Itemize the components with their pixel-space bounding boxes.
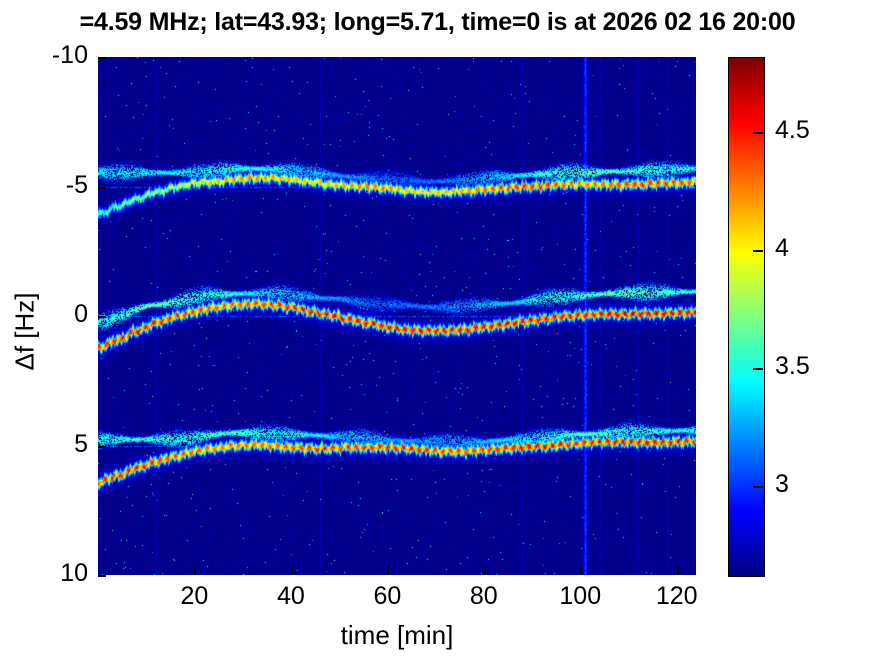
colorbar-tick-mark xyxy=(753,250,763,253)
x-tick-mark xyxy=(580,567,583,575)
colorbar-tick-label: 3.5 xyxy=(775,351,810,380)
colorbar[interactable] xyxy=(728,57,765,577)
x-tick-mark xyxy=(290,567,293,575)
colorbar-tick-label: 4.5 xyxy=(775,116,810,145)
y-tick-mark xyxy=(98,57,106,59)
colorbar-gradient xyxy=(729,58,764,576)
spectrogram-plot-area[interactable] xyxy=(98,57,696,575)
x-tick-label: 40 xyxy=(276,582,305,610)
y-tick-label: 0 xyxy=(74,300,88,328)
x-tick-label: 20 xyxy=(180,582,209,610)
x-tick-mark xyxy=(483,567,486,575)
y-tick-label: 10 xyxy=(60,559,88,587)
x-tick-mark xyxy=(676,567,679,575)
colorbar-tick-label: 3 xyxy=(775,469,789,498)
x-tick-label: 60 xyxy=(373,582,402,610)
colorbar-tick-mark xyxy=(753,485,763,488)
plot-title: =4.59 MHz; lat=43.93; long=5.71, time=0 … xyxy=(79,8,796,36)
x-tick-label: 100 xyxy=(559,582,602,610)
colorbar-tick-label: 4 xyxy=(775,234,789,263)
y-axis-label: Δf [Hz] xyxy=(9,292,40,371)
y-tick-label: -10 xyxy=(51,41,88,69)
y-tick-label: -5 xyxy=(65,170,88,199)
x-tick-mark xyxy=(387,567,390,575)
colorbar-tick-mark xyxy=(753,367,763,370)
colorbar-tick-mark xyxy=(753,132,763,135)
y-tick-mark xyxy=(98,575,106,577)
x-tick-label: 80 xyxy=(469,582,498,610)
x-tick-label: 120 xyxy=(655,582,698,610)
x-tick-mark xyxy=(194,567,197,575)
x-axis-label: time [min] xyxy=(340,620,454,650)
y-tick-mark xyxy=(98,186,106,189)
y-tick-mark xyxy=(98,445,106,448)
y-tick-label: 5 xyxy=(74,429,88,458)
y-tick-mark xyxy=(98,316,106,318)
spectrogram-image xyxy=(98,57,696,575)
